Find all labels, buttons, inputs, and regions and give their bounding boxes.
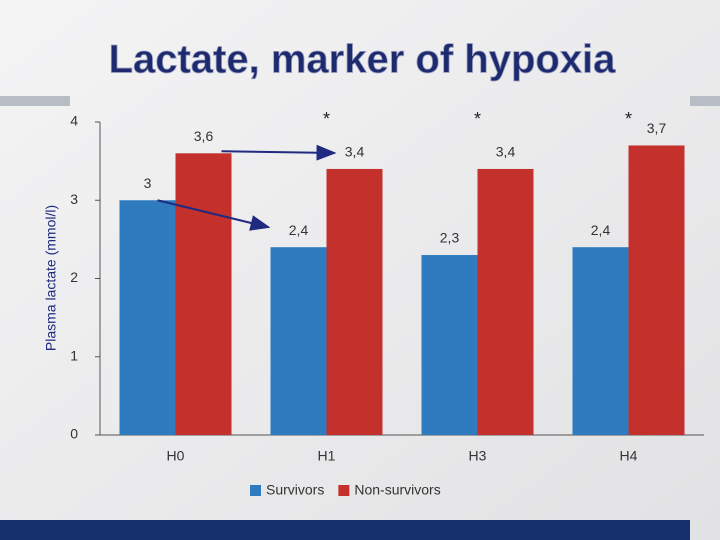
- significance-marker: *: [625, 109, 632, 129]
- footer-strip: [0, 520, 690, 540]
- y-tick-label: 4: [70, 113, 78, 129]
- y-axis-label: Plasma lactate (mmol/l): [43, 205, 59, 351]
- significance-marker: *: [474, 109, 481, 129]
- bar: [175, 153, 232, 436]
- y-tick-label: 1: [70, 347, 78, 363]
- y-tick-label: 3: [70, 191, 78, 207]
- significance-marker: *: [323, 109, 330, 129]
- x-tick-label: H1: [318, 448, 336, 464]
- legend: Survivors Non-survivors: [250, 482, 441, 498]
- plot: 0 1 2 3 4 H0 3 3,6 H1 2,4 3,4 * H3 2,3 3,4 * H4 2,4 3,7 * Su…: [70, 109, 704, 498]
- arrow: [157, 199, 271, 231]
- legend-label: Non-survivors: [354, 482, 440, 498]
- value-label: 2,4: [289, 222, 309, 238]
- bar: [628, 145, 685, 435]
- bar: [572, 247, 629, 435]
- legend-label: Survivors: [266, 482, 324, 498]
- bar: [270, 247, 327, 435]
- x-tick-label: H4: [620, 448, 638, 464]
- bar: [421, 255, 478, 435]
- chart-title: Lactate, marker of hypoxia: [109, 38, 617, 82]
- y-tick-label: 0: [70, 426, 78, 442]
- bar: [326, 168, 383, 435]
- x-tick-label: H0: [167, 448, 185, 464]
- value-label: 3,7: [647, 120, 667, 136]
- decor-bar: [690, 96, 720, 106]
- value-label: 3,6: [194, 128, 214, 144]
- legend-swatch: [338, 485, 350, 496]
- bar: [477, 168, 534, 435]
- value-label: 3,4: [345, 144, 365, 160]
- legend-swatch: [250, 485, 261, 496]
- value-label: 2,4: [591, 222, 611, 238]
- value-label: 3: [144, 175, 152, 191]
- y-tick-label: 2: [70, 269, 78, 285]
- decor-bar: [0, 96, 70, 106]
- bar: [119, 200, 176, 435]
- value-label: 2,3: [440, 230, 460, 246]
- value-label: 3,4: [496, 144, 516, 160]
- x-tick-label: H3: [469, 448, 487, 464]
- arrow: [221, 144, 337, 161]
